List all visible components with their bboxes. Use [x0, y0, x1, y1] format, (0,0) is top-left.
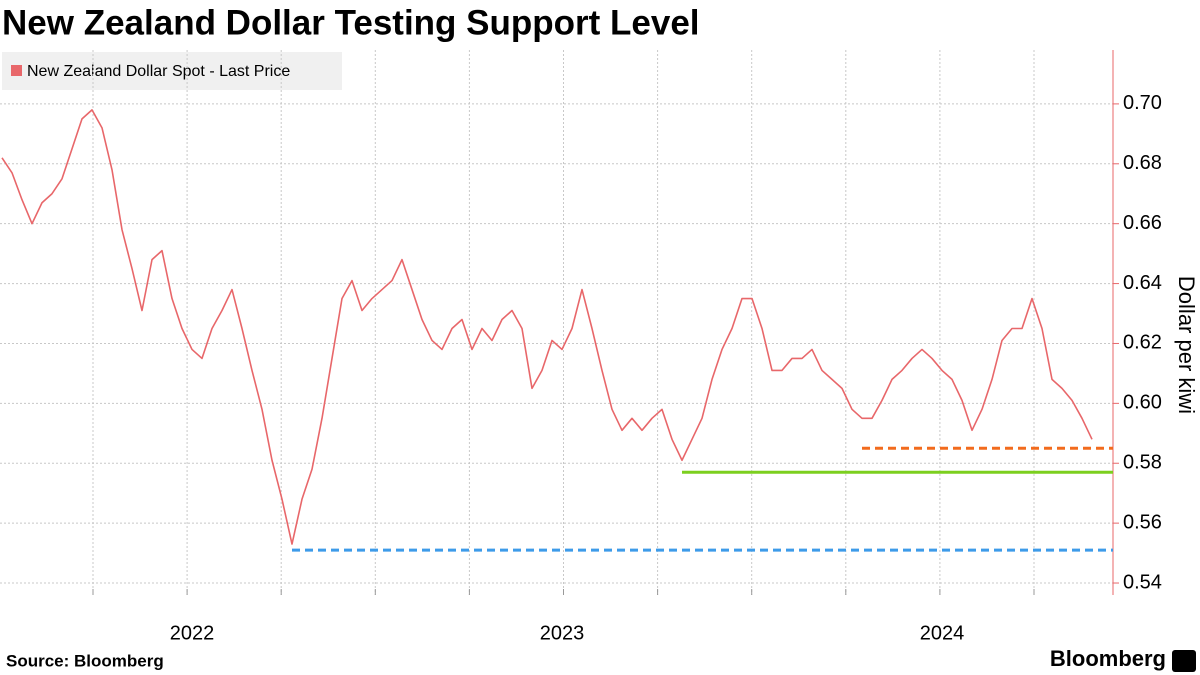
- y-tick-label: 0.58: [1123, 452, 1162, 474]
- legend-swatch: [11, 65, 22, 76]
- legend-box: [2, 52, 342, 90]
- series-line: [1, 109, 1093, 545]
- y-tick-label: 0.70: [1123, 92, 1162, 114]
- y-tick-label: 0.60: [1123, 392, 1162, 414]
- y-tick-label: 0.54: [1123, 571, 1162, 593]
- y-tick-label: 0.64: [1123, 272, 1162, 294]
- y-tick-label: 0.66: [1123, 212, 1162, 234]
- y-tick-label: 0.68: [1123, 152, 1162, 174]
- chart-title: New Zealand Dollar Testing Support Level: [2, 3, 700, 42]
- source: Source: Bloomberg: [6, 651, 164, 670]
- y-tick-label: 0.62: [1123, 332, 1162, 354]
- x-tick-label: 2022: [170, 622, 215, 644]
- y-axis-title: Dollar per kiwi: [1174, 276, 1199, 414]
- logo: Bloomberg: [1050, 646, 1166, 671]
- y-tick-label: 0.56: [1123, 511, 1162, 533]
- x-tick-label: 2024: [920, 622, 965, 644]
- x-tick-label: 2023: [540, 622, 585, 644]
- legend-label: New Zealand Dollar Spot - Last Price: [27, 63, 290, 80]
- logo-icon: [1172, 650, 1196, 672]
